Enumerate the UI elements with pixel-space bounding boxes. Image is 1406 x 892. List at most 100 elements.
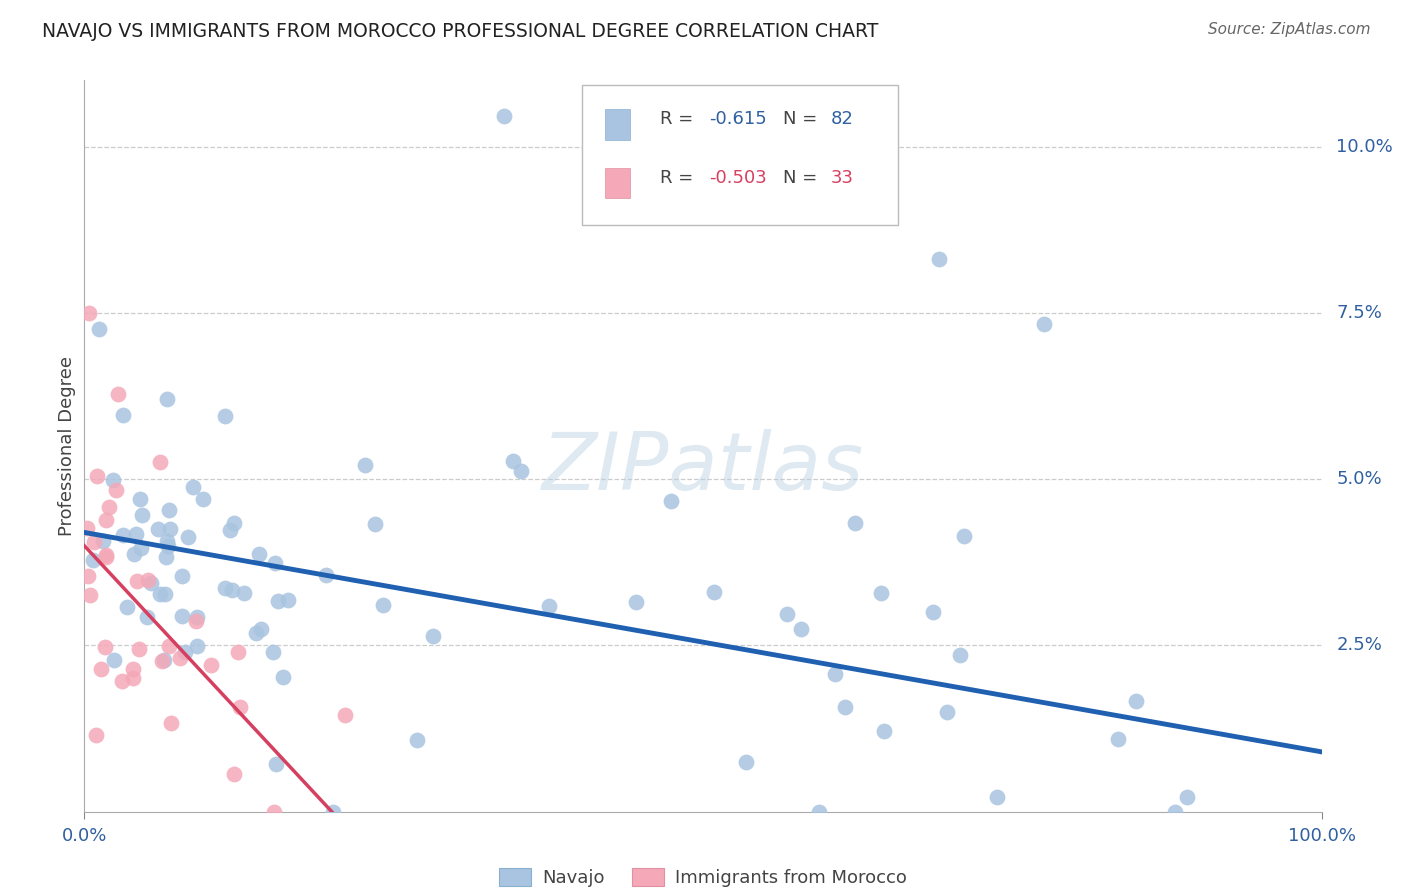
Point xyxy=(103,653,125,667)
Point xyxy=(94,549,117,563)
Point xyxy=(156,534,179,549)
Point xyxy=(626,594,648,608)
Point xyxy=(229,699,252,714)
Point xyxy=(150,654,173,668)
Point xyxy=(221,583,243,598)
Point xyxy=(405,733,427,747)
Point xyxy=(91,533,114,548)
Point xyxy=(115,600,138,615)
Point xyxy=(315,568,337,582)
Point xyxy=(121,662,143,676)
Point xyxy=(111,528,134,542)
Point xyxy=(776,607,799,621)
Point xyxy=(107,387,129,401)
Point xyxy=(193,491,215,506)
Point xyxy=(1125,694,1147,708)
Point xyxy=(226,645,249,659)
Point xyxy=(928,252,950,266)
Point xyxy=(94,513,117,527)
Point xyxy=(97,500,120,515)
Y-axis label: Professional Degree: Professional Degree xyxy=(58,356,76,536)
FancyBboxPatch shape xyxy=(582,86,898,225)
Point xyxy=(186,639,208,653)
Point xyxy=(169,651,191,665)
Point xyxy=(1175,790,1198,805)
Point xyxy=(789,622,811,636)
Point xyxy=(149,587,172,601)
Text: 2.5%: 2.5% xyxy=(1337,637,1382,655)
Point xyxy=(538,599,561,614)
Point xyxy=(222,516,245,530)
Point xyxy=(79,588,101,602)
Point xyxy=(129,492,152,507)
Point xyxy=(129,541,152,555)
Point xyxy=(824,667,846,681)
FancyBboxPatch shape xyxy=(605,168,630,198)
Point xyxy=(153,653,176,667)
Point xyxy=(186,610,208,624)
Point xyxy=(277,592,299,607)
Point xyxy=(936,705,959,719)
Point xyxy=(181,480,204,494)
Point xyxy=(90,663,112,677)
Point xyxy=(86,728,108,742)
Point xyxy=(808,805,831,819)
Point xyxy=(834,700,856,714)
Text: 5.0%: 5.0% xyxy=(1337,470,1382,488)
Point xyxy=(250,622,273,636)
Point xyxy=(82,553,104,567)
Point xyxy=(214,581,236,595)
Point xyxy=(96,549,118,564)
Point xyxy=(267,594,290,608)
Point xyxy=(322,805,344,819)
Text: 10.0%: 10.0% xyxy=(1337,137,1393,156)
Point xyxy=(245,626,267,640)
Point xyxy=(157,539,180,553)
Point xyxy=(247,547,270,561)
Point xyxy=(703,584,725,599)
Point xyxy=(177,530,200,544)
Point xyxy=(422,629,444,643)
Point xyxy=(156,392,179,406)
Point xyxy=(354,458,377,472)
Point xyxy=(371,598,394,612)
Point xyxy=(948,648,970,662)
Point xyxy=(94,640,117,654)
Point xyxy=(77,569,100,583)
Point xyxy=(170,609,193,624)
Point xyxy=(149,455,172,469)
Point xyxy=(111,408,134,422)
Text: -0.503: -0.503 xyxy=(709,169,766,186)
Point xyxy=(952,529,974,543)
Point xyxy=(155,549,177,564)
Point xyxy=(83,534,105,549)
Point xyxy=(333,708,356,723)
Point xyxy=(492,109,515,123)
Point xyxy=(174,645,197,659)
Point xyxy=(87,321,110,335)
Point xyxy=(86,468,108,483)
Point xyxy=(218,523,240,537)
Legend: Navajo, Immigrants from Morocco: Navajo, Immigrants from Morocco xyxy=(492,860,914,892)
Point xyxy=(869,586,891,600)
Point xyxy=(264,756,287,771)
Point xyxy=(214,409,236,424)
Point xyxy=(172,569,194,583)
Point xyxy=(124,548,146,562)
Point xyxy=(157,502,180,516)
Point xyxy=(128,642,150,657)
FancyBboxPatch shape xyxy=(605,109,630,139)
Point xyxy=(509,464,531,478)
Point xyxy=(136,573,159,587)
Point xyxy=(77,306,100,320)
Text: R =: R = xyxy=(659,110,699,128)
Point xyxy=(922,606,945,620)
Point xyxy=(157,639,180,653)
Text: ZIPatlas: ZIPatlas xyxy=(541,429,865,507)
Point xyxy=(844,516,866,531)
Text: R =: R = xyxy=(659,169,699,186)
Point xyxy=(160,715,183,730)
Point xyxy=(659,494,682,508)
Point xyxy=(1164,805,1187,819)
Point xyxy=(125,574,148,588)
